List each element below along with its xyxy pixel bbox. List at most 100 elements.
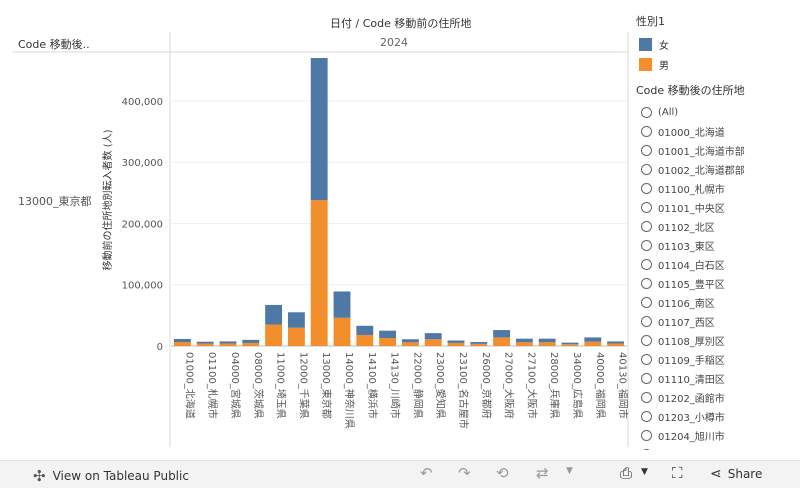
radio-icon[interactable] <box>641 411 652 422</box>
filter-option[interactable]: 01000_北海道 <box>636 122 800 141</box>
x-tick-label: 23000_愛知県 <box>434 352 447 419</box>
bar-female[interactable] <box>333 291 351 318</box>
filter-option-label: 01103_東区 <box>658 242 715 253</box>
undo-icon[interactable]: ↶ <box>420 464 433 482</box>
filter-option[interactable]: 01001_北海道市部 <box>636 141 800 160</box>
bar-male[interactable] <box>447 342 465 346</box>
bar-female[interactable] <box>584 337 602 342</box>
bar-male[interactable] <box>356 334 374 346</box>
bar-female[interactable] <box>379 330 397 339</box>
bar-male[interactable] <box>470 343 488 346</box>
x-tick-label: 11000_埼玉県 <box>275 352 288 419</box>
bar-male[interactable] <box>265 324 283 346</box>
radio-icon[interactable] <box>641 221 652 232</box>
bar-female[interactable] <box>401 339 419 343</box>
bar-male[interactable] <box>515 342 533 346</box>
radio-icon[interactable] <box>641 354 652 365</box>
filter-option-label: 01107_西区 <box>658 318 715 329</box>
legend-item-female[interactable]: 女 <box>636 34 800 54</box>
refresh-icon[interactable]: ⇄ <box>536 464 549 482</box>
download-chevron-icon[interactable]: ▼ <box>641 467 648 477</box>
filter-option[interactable]: (All) <box>636 103 800 122</box>
redo-icon[interactable]: ↷ <box>458 464 471 482</box>
bar-male[interactable] <box>401 342 419 346</box>
radio-icon[interactable] <box>641 240 652 251</box>
filter-option[interactable]: 01109_手稲区 <box>636 350 800 369</box>
radio-icon[interactable] <box>641 259 652 270</box>
bar-male[interactable] <box>287 327 305 346</box>
filter-option[interactable]: 01002_北海道郡部 <box>636 160 800 179</box>
x-tick-label: 34000_広島県 <box>571 352 584 419</box>
bar-female[interactable] <box>424 333 442 340</box>
bar-male[interactable] <box>333 317 351 346</box>
filter-option[interactable]: 01104_白石区 <box>636 255 800 274</box>
filter-option-label: 01001_北海道市部 <box>658 147 745 158</box>
radio-icon[interactable] <box>641 316 652 327</box>
bar-female[interactable] <box>607 341 625 344</box>
bar-male[interactable] <box>310 200 328 346</box>
bar-female[interactable] <box>219 341 237 344</box>
bar-male[interactable] <box>379 338 397 346</box>
filter-option[interactable]: 01100_札幌市 <box>636 179 800 198</box>
radio-icon[interactable] <box>641 126 652 137</box>
bar-female[interactable] <box>287 312 305 328</box>
row-header[interactable]: Code 移動後.. <box>18 38 90 51</box>
bar-male[interactable] <box>561 344 579 346</box>
download-icon[interactable]: ⎙ <box>620 464 633 482</box>
revert-icon[interactable]: ⟲ <box>496 464 509 482</box>
gridlines <box>171 100 627 347</box>
radio-icon[interactable] <box>641 297 652 308</box>
chevron-down-icon[interactable]: ▼ <box>566 466 573 476</box>
radio-icon[interactable] <box>641 449 652 450</box>
bar-male[interactable] <box>173 342 191 346</box>
radio-icon[interactable] <box>641 145 652 156</box>
radio-icon[interactable] <box>641 430 652 441</box>
radio-icon[interactable] <box>641 183 652 194</box>
filter-option[interactable]: 01105_豊平区 <box>636 274 800 293</box>
radio-icon[interactable] <box>641 373 652 384</box>
bar-female[interactable] <box>265 304 283 325</box>
filter-option[interactable]: 01102_北区 <box>636 217 800 236</box>
bar-female[interactable] <box>561 342 579 345</box>
bar-female[interactable] <box>173 338 191 343</box>
bar-male[interactable] <box>242 342 260 346</box>
filter-option-label: 01102_北区 <box>658 223 715 234</box>
filter-option[interactable]: 01103_東区 <box>636 236 800 255</box>
filter-option[interactable]: 01204_旭川市 <box>636 426 800 445</box>
filter-option[interactable]: 01110_清田区 <box>636 369 800 388</box>
fullscreen-icon[interactable]: ⛶ <box>672 464 683 482</box>
bar-male[interactable] <box>607 343 625 346</box>
bar-male[interactable] <box>538 342 556 346</box>
filter-option[interactable]: 01202_函館市 <box>636 388 800 407</box>
radio-icon[interactable] <box>641 202 652 213</box>
view-on-tableau-link[interactable]: ✣ View on Tableau Public <box>33 467 189 485</box>
bar-male[interactable] <box>424 339 442 346</box>
year-label: 2024 <box>380 36 408 49</box>
bar-male[interactable] <box>493 337 511 346</box>
bar-female[interactable] <box>538 338 556 343</box>
radio-icon[interactable] <box>641 107 652 118</box>
filter-option[interactable]: 01205_室蘭市 <box>636 445 800 450</box>
legend-item-male[interactable]: 男 <box>636 54 800 74</box>
filter-option[interactable]: 01108_厚別区 <box>636 331 800 350</box>
bar-male[interactable] <box>219 343 237 346</box>
radio-icon[interactable] <box>641 278 652 289</box>
filter-option[interactable]: 01106_南区 <box>636 293 800 312</box>
bar-female[interactable] <box>196 341 214 344</box>
bar-female[interactable] <box>470 342 488 344</box>
radio-icon[interactable] <box>641 164 652 175</box>
bar-female[interactable] <box>242 339 260 343</box>
share-button[interactable]: ⋖ Share <box>710 466 762 482</box>
bar-female[interactable] <box>356 325 374 335</box>
bar-male[interactable] <box>584 341 602 346</box>
bar-female[interactable] <box>310 58 328 201</box>
radio-icon[interactable] <box>641 392 652 403</box>
bar-female[interactable] <box>515 338 533 343</box>
filter-option[interactable]: 01101_中央区 <box>636 198 800 217</box>
bar-male[interactable] <box>196 343 214 346</box>
radio-icon[interactable] <box>641 335 652 346</box>
bar-female[interactable] <box>493 330 511 338</box>
bar-female[interactable] <box>447 340 465 343</box>
filter-option[interactable]: 01107_西区 <box>636 312 800 331</box>
filter-option[interactable]: 01203_小樽市 <box>636 407 800 426</box>
